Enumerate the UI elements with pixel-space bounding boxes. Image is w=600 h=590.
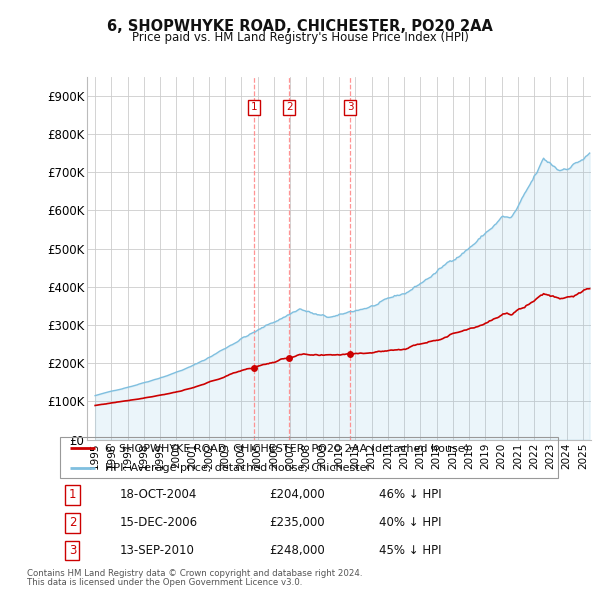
Text: 3: 3 xyxy=(69,544,76,557)
Text: 13-SEP-2010: 13-SEP-2010 xyxy=(120,544,194,557)
Text: 15-DEC-2006: 15-DEC-2006 xyxy=(120,516,198,529)
Text: 2: 2 xyxy=(286,102,293,112)
Text: 46% ↓ HPI: 46% ↓ HPI xyxy=(379,489,442,502)
Text: HPI: Average price, detached house, Chichester: HPI: Average price, detached house, Chic… xyxy=(105,463,371,473)
Text: £248,000: £248,000 xyxy=(269,544,325,557)
Text: 6, SHOPWHYKE ROAD, CHICHESTER, PO20 2AA (detached house): 6, SHOPWHYKE ROAD, CHICHESTER, PO20 2AA … xyxy=(105,443,469,453)
Text: This data is licensed under the Open Government Licence v3.0.: This data is licensed under the Open Gov… xyxy=(27,578,302,587)
Text: Contains HM Land Registry data © Crown copyright and database right 2024.: Contains HM Land Registry data © Crown c… xyxy=(27,569,362,578)
Text: 1: 1 xyxy=(251,102,257,112)
Text: £235,000: £235,000 xyxy=(269,516,325,529)
Text: £204,000: £204,000 xyxy=(269,489,325,502)
Text: Price paid vs. HM Land Registry's House Price Index (HPI): Price paid vs. HM Land Registry's House … xyxy=(131,31,469,44)
Text: 6, SHOPWHYKE ROAD, CHICHESTER, PO20 2AA: 6, SHOPWHYKE ROAD, CHICHESTER, PO20 2AA xyxy=(107,19,493,34)
Text: 1: 1 xyxy=(69,489,76,502)
Text: 18-OCT-2004: 18-OCT-2004 xyxy=(120,489,197,502)
Text: 3: 3 xyxy=(347,102,353,112)
Text: 45% ↓ HPI: 45% ↓ HPI xyxy=(379,544,441,557)
Text: 2: 2 xyxy=(69,516,76,529)
Text: 40% ↓ HPI: 40% ↓ HPI xyxy=(379,516,441,529)
